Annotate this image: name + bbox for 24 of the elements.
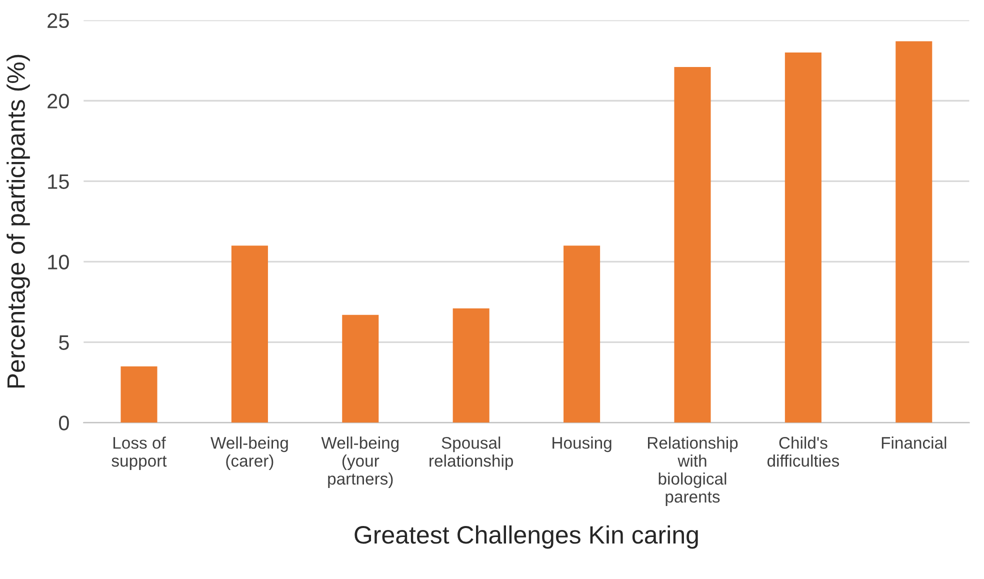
y-tick-label: 15 [48, 174, 69, 189]
bar [120, 366, 158, 423]
y-tick-label: 0 [58, 416, 69, 430]
x-tick-label: Financial [882, 436, 946, 449]
y-tick-label: 5 [59, 335, 69, 350]
x-tick-label: Loss of support [112, 436, 167, 470]
bar [342, 314, 379, 423]
bar [452, 308, 490, 423]
bar [564, 246, 600, 423]
x-tick-label: Well-being (carer) [210, 436, 288, 470]
y-tick-label: 10 [48, 254, 69, 270]
x-tick-label: Well-being (your partners) [321, 436, 399, 488]
bar [231, 246, 268, 423]
y-tick-label: 20 [48, 94, 69, 108]
x-axis-title: Greatest Challenges Kin caring [354, 525, 698, 549]
x-tick-label: Child's difficulties [767, 436, 840, 467]
bar [784, 52, 822, 423]
y-axis-title: Percentage of participants (%) [6, 54, 30, 388]
bar [896, 41, 932, 423]
x-tick-label: Spousal relationship [430, 436, 514, 470]
x-tick-label: Relationship with biological parents [648, 436, 738, 506]
y-tick-label: 25 [48, 13, 69, 28]
bar [674, 66, 711, 423]
x-tick-label: Housing [552, 436, 612, 452]
